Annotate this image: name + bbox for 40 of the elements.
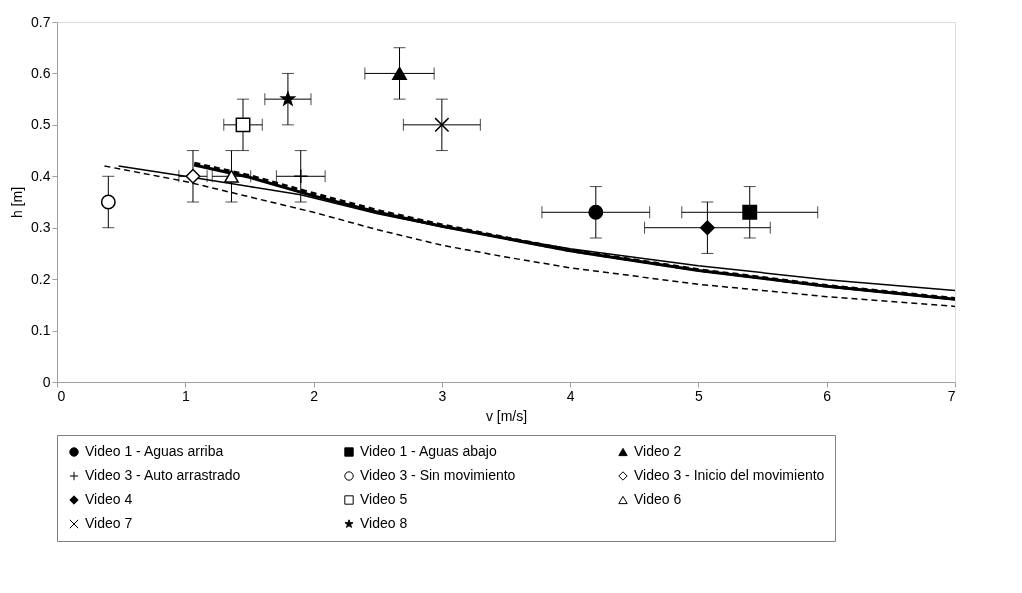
legend-label: Video 2 bbox=[634, 443, 682, 459]
x-tick-label: 2 bbox=[310, 387, 319, 404]
y-tick-label: 0.4 bbox=[31, 167, 51, 184]
legend-label: Video 3 - Sin movimiento bbox=[360, 467, 516, 483]
y-tick-label: 0.1 bbox=[31, 322, 51, 339]
point bbox=[100, 194, 116, 210]
y-tick-label: 0.7 bbox=[31, 13, 51, 30]
legend-label: Video 6 bbox=[634, 491, 682, 507]
x-axis-title: v [m/s] bbox=[485, 407, 528, 424]
point bbox=[699, 220, 715, 236]
point bbox=[392, 66, 407, 80]
legend-label: Video 1 - Aguas abajo bbox=[360, 443, 497, 459]
y-tick-label: 0.2 bbox=[31, 270, 51, 287]
y-tick-label: 0.3 bbox=[31, 219, 51, 236]
point bbox=[185, 168, 201, 184]
x-tick-label: 3 bbox=[438, 387, 447, 404]
x-tick-label: 6 bbox=[823, 387, 832, 404]
point bbox=[224, 169, 239, 183]
legend-label: Video 3 - Auto arrastrado bbox=[85, 467, 241, 483]
legend-label: Video 8 bbox=[360, 515, 408, 531]
x-tick-label: 7 bbox=[947, 387, 956, 404]
y-tick-label: 0.5 bbox=[31, 116, 51, 133]
point bbox=[434, 117, 450, 133]
y-axis-title: h [m] bbox=[9, 186, 26, 219]
point bbox=[588, 204, 604, 220]
x-tick-label: 4 bbox=[566, 387, 575, 404]
x-tick-label: 0 bbox=[57, 387, 66, 404]
legend-label: Video 5 bbox=[360, 491, 408, 507]
point bbox=[235, 117, 251, 133]
x-tick-label: 1 bbox=[181, 387, 190, 404]
y-tick-label: 0.6 bbox=[31, 64, 51, 81]
x-tick-label: 5 bbox=[695, 387, 704, 404]
legend-label: Video 1 - Aguas arriba bbox=[85, 443, 224, 459]
y-tick-label: 0 bbox=[42, 373, 51, 390]
point bbox=[280, 91, 296, 106]
legend-label: Video 3 - Inicio del movimiento bbox=[634, 467, 825, 483]
legend-label: Video 4 bbox=[85, 491, 133, 507]
point bbox=[742, 204, 758, 220]
point bbox=[293, 168, 309, 184]
legend-label: Video 7 bbox=[85, 515, 133, 531]
